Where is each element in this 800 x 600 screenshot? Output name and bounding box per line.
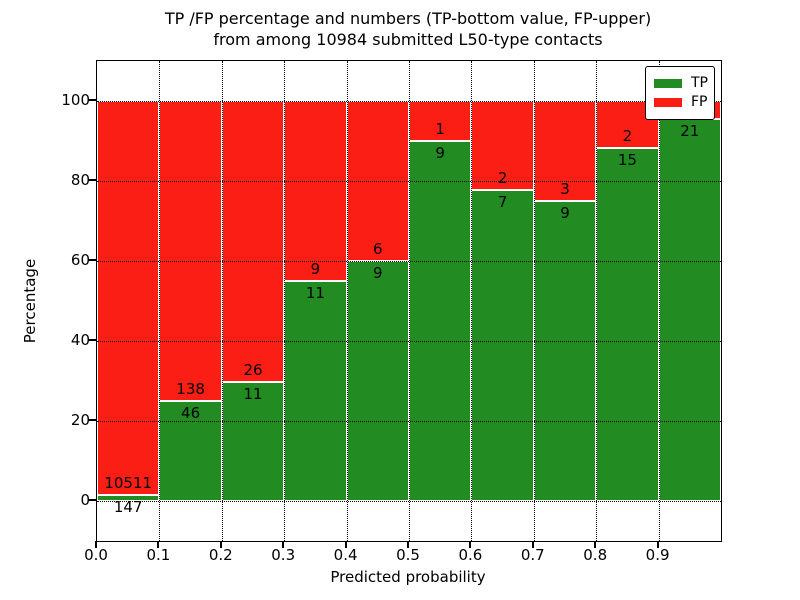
- x-tick-mark: [344, 541, 347, 548]
- y-tick-mark: [89, 259, 96, 261]
- y-tick-label: 80: [70, 171, 90, 189]
- x-tick-mark: [469, 541, 472, 548]
- vertical-gridline: [471, 61, 473, 541]
- y-tick-mark: [89, 499, 96, 501]
- y-tick-label: 100: [61, 91, 90, 109]
- plot-area: 10511 147 138 46 26 11 9 11 6 9 1 9 2 7 3 9 2 15 21: [96, 60, 722, 542]
- legend-label-fp: FP: [691, 94, 708, 110]
- x-tick-label: 0.7: [520, 546, 545, 564]
- tp-bar-segment: [409, 141, 472, 501]
- fp-count-label: 138: [176, 380, 205, 398]
- x-axis-label: Predicted probability: [330, 568, 486, 586]
- y-tick-label: 40: [70, 331, 90, 349]
- tp-count-label: 9: [435, 144, 445, 162]
- x-tick-mark: [656, 541, 659, 548]
- tp-count-label: 7: [497, 192, 508, 211]
- fp-count-label: 3: [560, 180, 570, 198]
- y-tick-label: 0: [80, 491, 90, 509]
- y-tick-mark: [89, 339, 96, 341]
- y-tick-label: 20: [70, 411, 90, 429]
- y-tick-mark: [89, 419, 96, 421]
- x-tick-label: 0.5: [396, 546, 420, 564]
- tp-bar-segment: [97, 495, 160, 501]
- x-tick-label: 0.6: [458, 546, 483, 564]
- x-tick-label: 0.2: [208, 546, 233, 564]
- vertical-gridline: [596, 61, 598, 541]
- vertical-gridline: [159, 61, 161, 541]
- x-tick-mark: [282, 541, 285, 548]
- tp-bar-segment: [346, 261, 409, 501]
- chart-title-line2: from among 10984 submitted L50-type cont…: [213, 30, 603, 49]
- tp-count-label: 15: [617, 151, 637, 170]
- x-tick-label: 0.8: [583, 546, 608, 564]
- y-tick-mark: [89, 179, 96, 181]
- vertical-gridline: [658, 61, 660, 541]
- vertical-gridline: [346, 61, 348, 541]
- x-tick-mark: [95, 541, 97, 548]
- legend: TP FP: [645, 66, 715, 120]
- chart-title-line1: TP /FP percentage and numbers (TP-bottom…: [164, 9, 652, 28]
- tp-count-label: 9: [373, 264, 383, 282]
- x-tick-mark: [407, 541, 409, 548]
- x-tick-mark: [594, 541, 597, 548]
- x-tick-label: 0.4: [333, 546, 358, 564]
- fp-bar-segment: [284, 101, 347, 281]
- tp-count-label: 11: [305, 284, 325, 302]
- tp-bar-segment: [533, 201, 597, 501]
- vertical-gridline: [533, 61, 535, 541]
- fp-count-label: 10511: [104, 474, 153, 493]
- fp-bar-segment: [97, 101, 160, 496]
- fp-count-label: 6: [373, 240, 383, 258]
- fp-swatch-icon: [654, 98, 682, 107]
- tp-count-label: 11: [243, 385, 263, 404]
- fp-bar-segment: [221, 101, 285, 383]
- vertical-gridline: [221, 61, 223, 541]
- tp-count-label: 147: [113, 498, 143, 517]
- x-tick-label: 0.3: [271, 546, 296, 564]
- fp-count-label: 2: [497, 168, 508, 187]
- x-tick-mark: [531, 541, 534, 548]
- vertical-gridline: [409, 61, 410, 541]
- tp-count-label: 9: [560, 204, 570, 222]
- x-tick-label: 0.9: [645, 546, 670, 564]
- fp-count-label: 1: [435, 120, 445, 138]
- tp-bar-segment: [159, 401, 222, 501]
- vertical-gridline: [284, 61, 286, 541]
- y-axis-label: Percentage: [21, 258, 39, 344]
- x-tick-label: 0.0: [84, 546, 108, 564]
- tp-bar-segment: [658, 119, 721, 501]
- chart-title: TP /FP percentage and numbers (TP-bottom…: [96, 8, 720, 50]
- tp-bar-segment: [284, 281, 347, 501]
- y-tick-mark: [89, 99, 96, 101]
- tp-bar-segment: [596, 148, 659, 501]
- x-tick-label: 0.1: [146, 546, 171, 564]
- tp-count-label: 21: [680, 122, 700, 140]
- tp-bar-segment: [471, 189, 534, 501]
- x-tick-mark: [157, 541, 160, 548]
- tp-count-label: 46: [181, 404, 201, 422]
- fp-bar-segment: [159, 101, 222, 401]
- fp-count-label: 2: [622, 127, 633, 146]
- y-tick-label: 60: [70, 251, 90, 269]
- legend-item-tp: TP: [654, 75, 708, 92]
- legend-item-fp: FP: [654, 94, 708, 111]
- fp-count-label: 9: [310, 260, 321, 278]
- tp-swatch-icon: [654, 79, 682, 88]
- legend-label-tp: TP: [691, 75, 708, 91]
- fp-count-label: 26: [243, 361, 263, 380]
- x-tick-mark: [219, 541, 222, 548]
- fp-bar-segment: [533, 101, 597, 201]
